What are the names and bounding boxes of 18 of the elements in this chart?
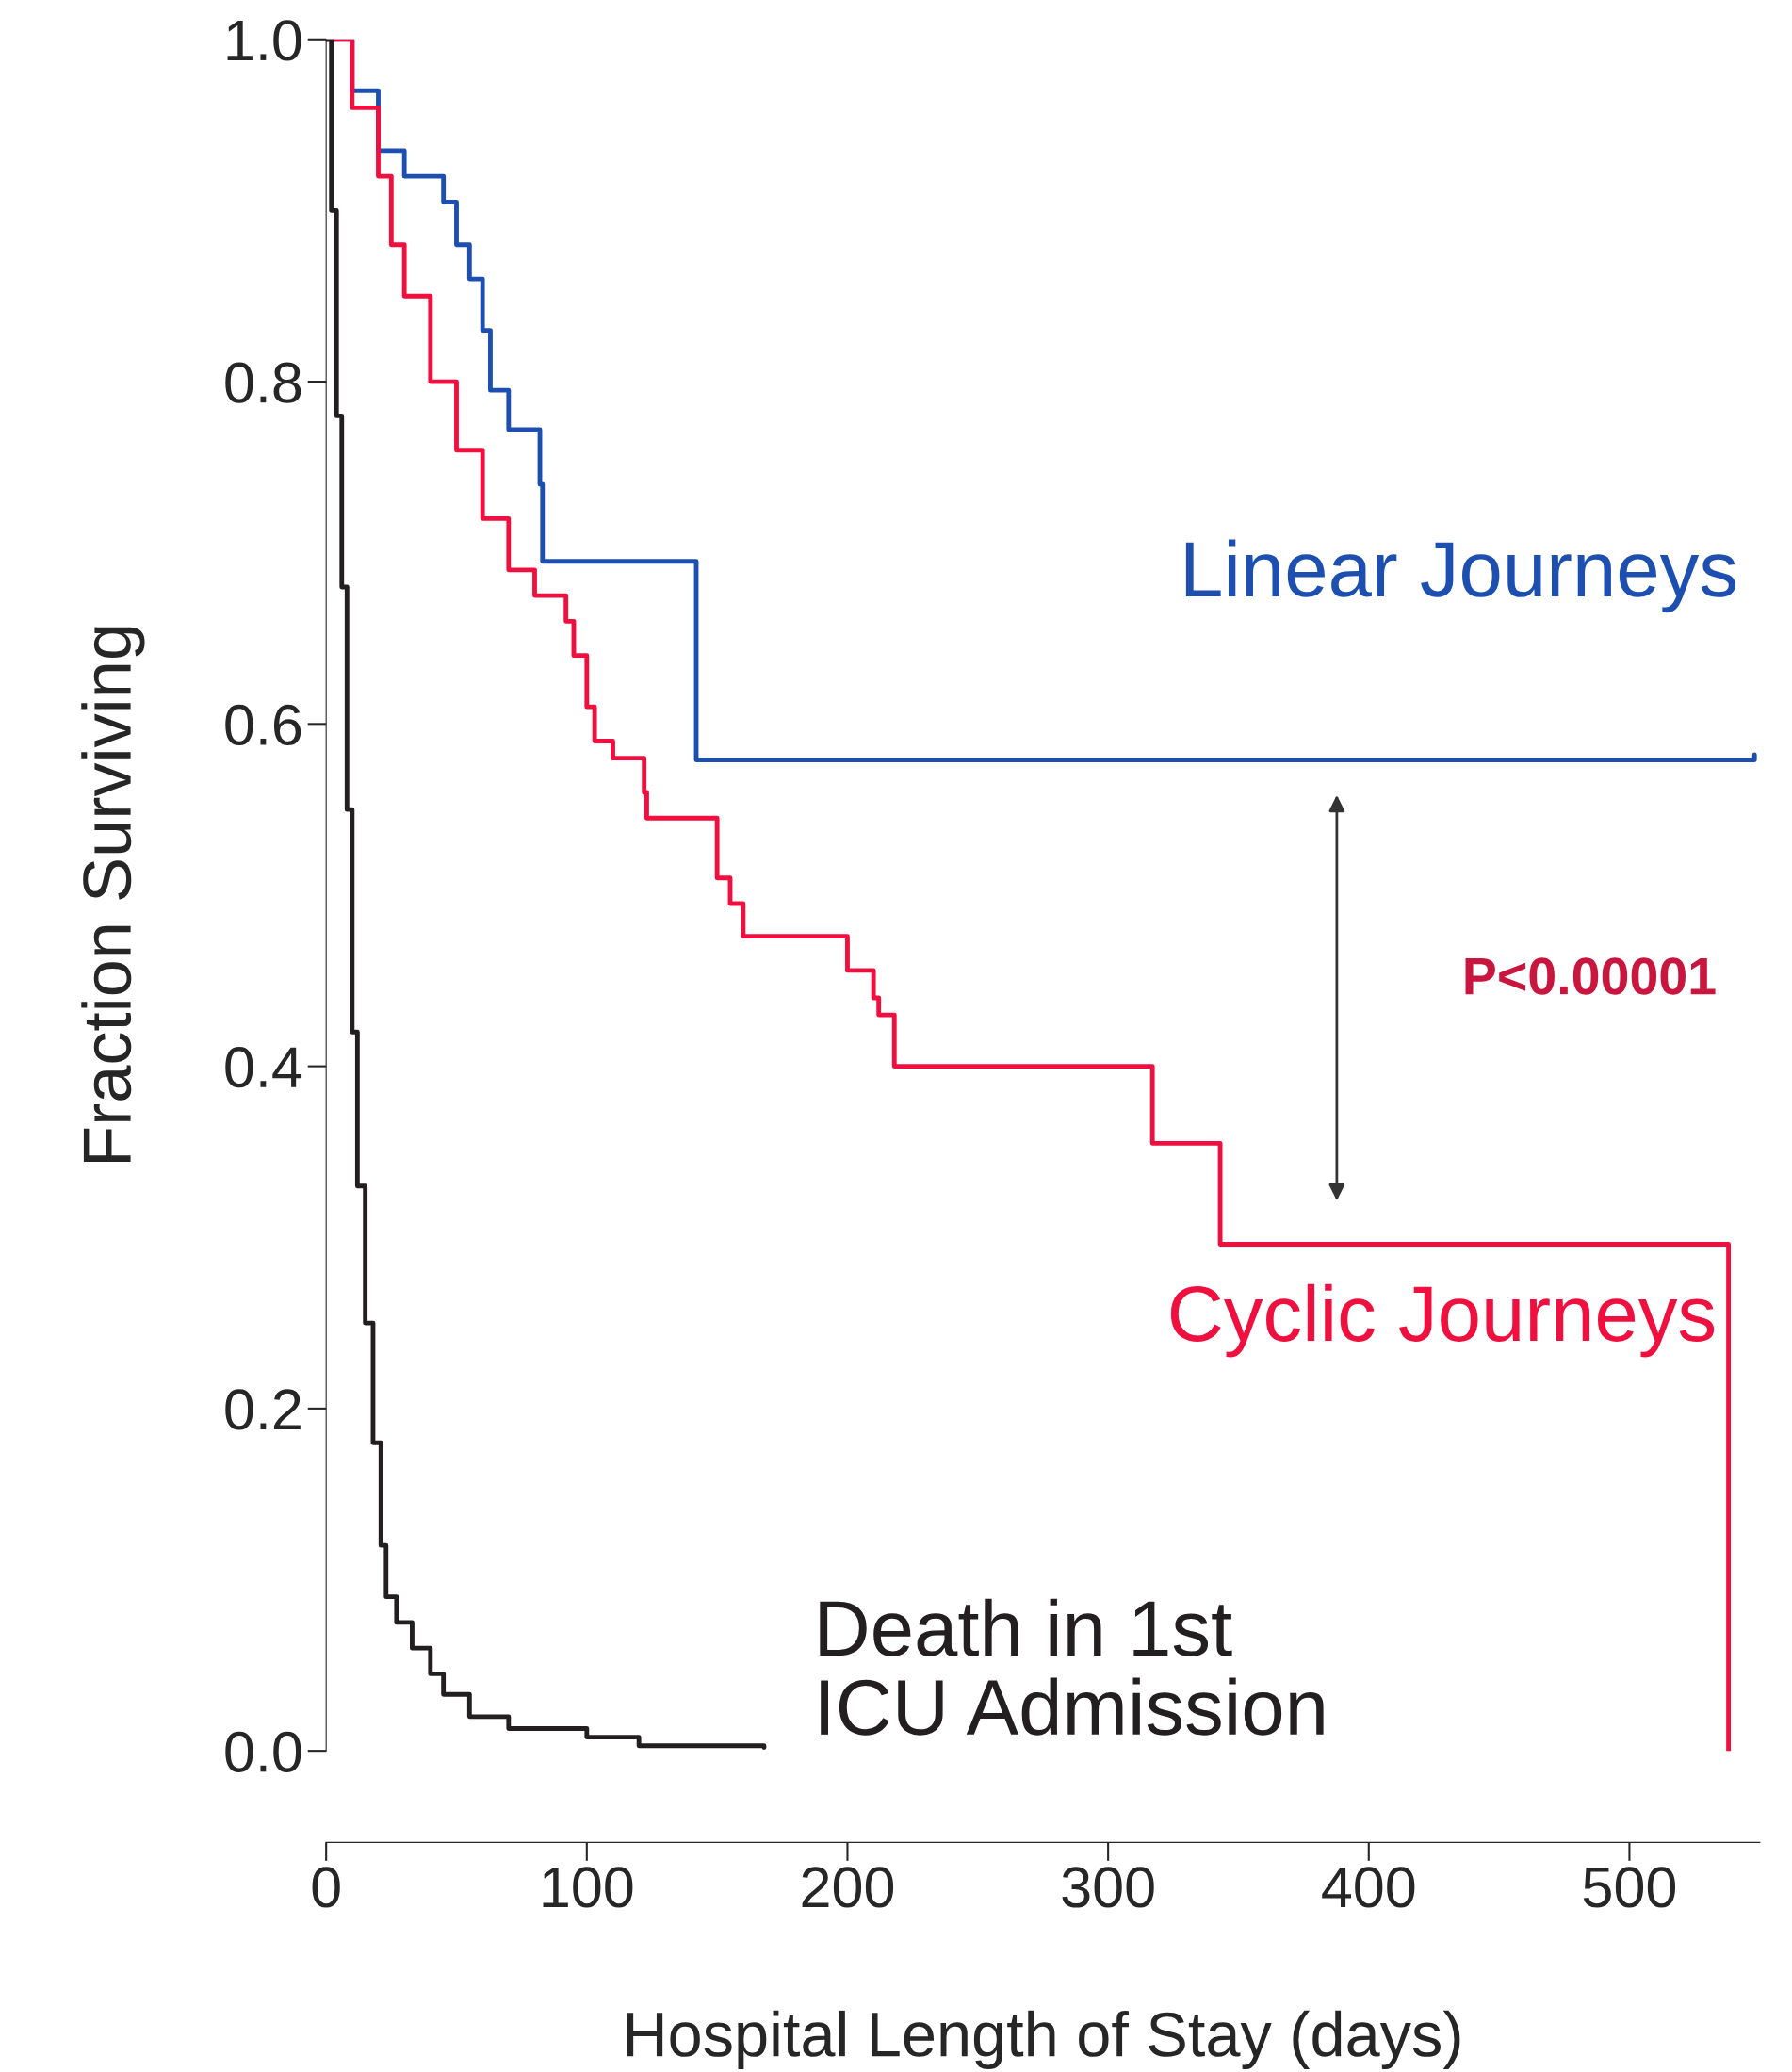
x-tick-label: 500 xyxy=(1583,1867,1676,1908)
y-tick-label: 0.4 xyxy=(225,1047,302,1088)
x-tick-label: 400 xyxy=(1322,1867,1415,1908)
x-tick-label: 300 xyxy=(1062,1867,1154,1908)
x-tick-label: 100 xyxy=(543,1867,633,1908)
series-label: Death in 1st ICU Admission xyxy=(820,1598,1324,1736)
x-axis-title: Hospital Length of Stay (days) xyxy=(627,2010,1460,2070)
y-tick-label: 0.0 xyxy=(225,1731,301,1772)
annotation: P<0.00001 xyxy=(1465,957,1716,995)
y-tick-label: 0.2 xyxy=(225,1389,301,1430)
y-tick-label: 1.0 xyxy=(227,20,301,61)
y-tick-label: 0.8 xyxy=(225,362,301,403)
y-axis-title: Fraction Surviving xyxy=(81,627,145,1163)
y-tick-label: 0.6 xyxy=(225,704,301,746)
series-label: Cyclic Journeys xyxy=(1170,1283,1715,1358)
x-tick-label: 200 xyxy=(802,1867,894,1908)
series-label: Linear Journeys xyxy=(1185,539,1735,613)
x-tick-label: 0 xyxy=(312,1867,340,1908)
